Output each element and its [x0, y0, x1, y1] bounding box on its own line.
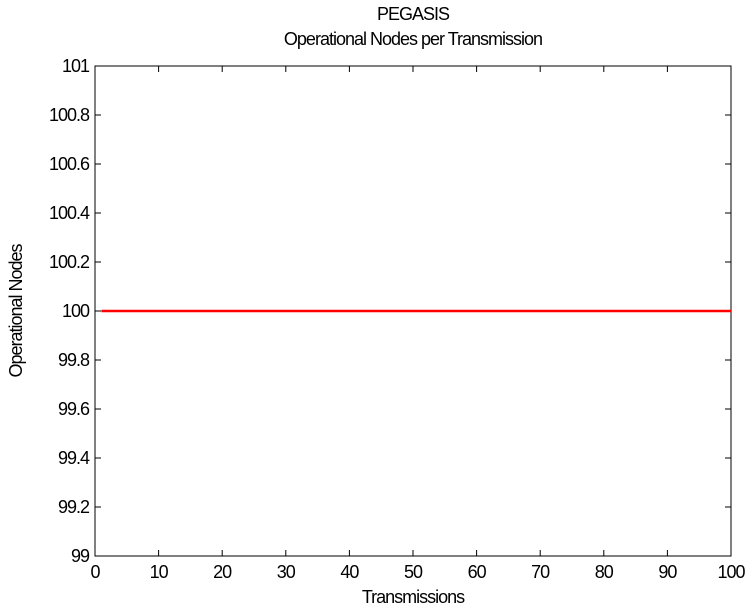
- x-tick-label: 30: [277, 562, 296, 582]
- x-tick-label: 90: [658, 562, 677, 582]
- y-tick-label: 100: [62, 301, 90, 321]
- y-tick-label: 99.8: [58, 350, 90, 370]
- y-tick-label: 100.6: [49, 154, 90, 174]
- y-tick-label: 100.2: [49, 252, 90, 272]
- x-axis-tick-labels: 0 10 20 30 40 50 60 70 80 90 100: [90, 562, 746, 582]
- x-tick-label: 50: [404, 562, 423, 582]
- x-tick-label: 10: [150, 562, 169, 582]
- x-axis-label: Transmissions: [362, 587, 465, 607]
- x-tick-label: 20: [213, 562, 232, 582]
- y-tick-label: 99.2: [58, 497, 90, 517]
- x-tick-label: 60: [468, 562, 487, 582]
- x-tick-label: 80: [595, 562, 614, 582]
- y-tick-label: 99: [71, 546, 90, 566]
- x-tick-label: 70: [531, 562, 550, 582]
- y-axis-label: Operational Nodes: [6, 243, 26, 377]
- x-tick-label: 100: [717, 562, 745, 582]
- x-tick-label: 0: [90, 562, 100, 582]
- x-tick-label: 40: [340, 562, 359, 582]
- y-tick-label: 99.4: [58, 448, 90, 468]
- y-tick-label: 101: [62, 56, 90, 76]
- chart-title: PEGASIS: [377, 4, 450, 24]
- chart-subtitle: Operational Nodes per Transmission: [284, 29, 542, 49]
- y-axis-tick-labels: 99 99.2 99.4 99.6 99.8 100 100.2 100.4 100.6 100.…: [49, 56, 91, 566]
- y-tick-label: 99.6: [58, 399, 90, 419]
- y-tick-label: 100.4: [49, 203, 90, 223]
- axis-ticks: [94, 65, 732, 557]
- y-tick-label: 100.8: [49, 105, 90, 125]
